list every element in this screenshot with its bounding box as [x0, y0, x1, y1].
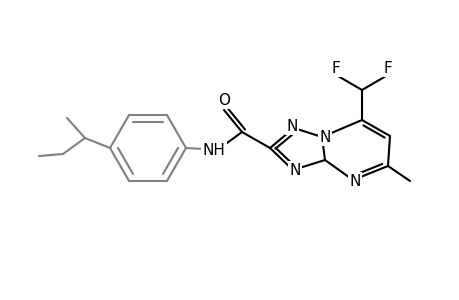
- Text: F: F: [383, 61, 392, 76]
- Text: N: N: [285, 118, 297, 134]
- Text: O: O: [218, 92, 230, 107]
- Text: F: F: [331, 61, 340, 76]
- Text: N: N: [289, 163, 300, 178]
- Text: N: N: [319, 130, 330, 145]
- Text: NH: NH: [202, 142, 225, 158]
- Text: N: N: [348, 173, 360, 188]
